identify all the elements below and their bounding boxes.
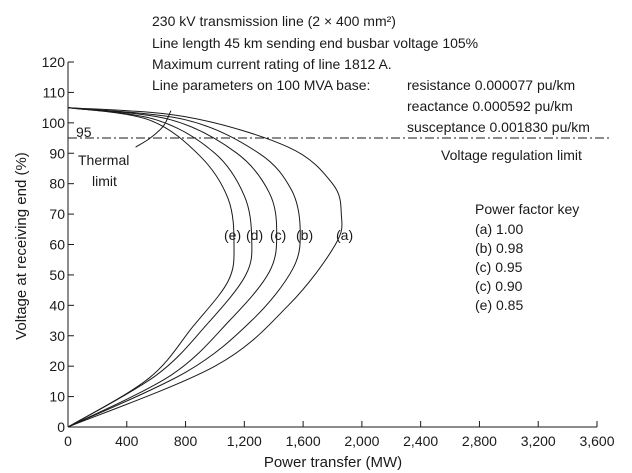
x-tick-label-3200: 3,200 (521, 433, 556, 449)
curve-label-e: (e) (224, 227, 241, 243)
thermal-limit-curve (135, 110, 172, 148)
legend-entry-b: (b) 0.98 (475, 240, 523, 256)
y-tick-label-50: 50 (49, 267, 65, 283)
title-line-1: 230 kV transmission line (2 × 400 mm²) (152, 13, 396, 29)
thermal-limit-label-2: limit (92, 173, 117, 189)
y-tick-label-70: 70 (49, 206, 65, 222)
curve-label-a: (a) (336, 227, 353, 243)
legend-entry-d: (c) 0.90 (475, 278, 523, 294)
x-tick-label-1200: 1,200 (227, 433, 262, 449)
x-tick-label-1600: 1,600 (286, 433, 321, 449)
y-tick-label-20: 20 (49, 358, 65, 374)
pf-curve-e (67, 107, 235, 428)
legend-entry-c: (c) 0.95 (475, 259, 523, 275)
thermal-limit-label-1: Thermal (78, 152, 129, 168)
param-reactance: reactance 0.000592 pu/km (407, 98, 573, 114)
param-resistance: resistance 0.000077 pu/km (407, 77, 575, 93)
y-tick-label-30: 30 (49, 328, 65, 344)
param-header: Line parameters on 100 MVA base: (152, 77, 370, 93)
y-tick-label-80: 80 (49, 176, 65, 192)
voltage-limit-value-label: 95 (76, 124, 92, 140)
y-tick-label-90: 90 (49, 145, 65, 161)
x-tick-label-2400: 2,400 (403, 433, 438, 449)
pf-curve-c (67, 107, 278, 428)
title-line-3: Maximum current rating of line 1812 A. (152, 56, 392, 72)
pf-curve-b (67, 107, 301, 428)
x-axis-title: Power transfer (MW) (264, 454, 402, 471)
y-tick-label-0: 0 (57, 419, 65, 435)
x-tick-label-2000: 2,000 (344, 433, 379, 449)
curve-label-d: (d) (246, 227, 263, 243)
x-tick-label-2800: 2,800 (462, 433, 497, 449)
y-tick-label-120: 120 (42, 54, 66, 70)
y-tick-label-60: 60 (49, 237, 65, 253)
pf-curve-a (67, 107, 343, 428)
param-susceptance: susceptance 0.001830 pu/km (407, 119, 590, 135)
pf-curve-d (67, 107, 253, 428)
legend-title: Power factor key (475, 201, 579, 217)
y-ticks: 0 10 20 30 40 50 60 70 80 90 100 110 120 (42, 54, 74, 435)
title-line-2: Line length 45 km sending end busbar vol… (152, 35, 478, 51)
y-tick-label-10: 10 (49, 389, 65, 405)
curve-label-b: (b) (296, 227, 313, 243)
pf-curves (67, 107, 343, 428)
y-tick-label-40: 40 (49, 297, 65, 313)
y-axis-title: Voltage at receiving end (%) (13, 152, 30, 340)
voltage-limit-label: Voltage regulation limit (441, 147, 582, 163)
x-ticks: 0 400 800 1,200 1,600 2,000 2,400 2,800 3,200 3,6… (64, 421, 615, 449)
y-tick-label-100: 100 (42, 115, 66, 131)
x-tick-label-800: 800 (174, 433, 198, 449)
x-tick-label-0: 0 (64, 433, 72, 449)
x-tick-label-3600: 3,600 (579, 433, 614, 449)
curve-label-c: (c) (270, 227, 286, 243)
x-tick-label-400: 400 (115, 433, 139, 449)
y-tick-label-110: 110 (43, 84, 66, 100)
legend-entry-a: (a) 1.00 (475, 221, 523, 237)
legend-entry-e: (e) 0.85 (475, 297, 523, 313)
